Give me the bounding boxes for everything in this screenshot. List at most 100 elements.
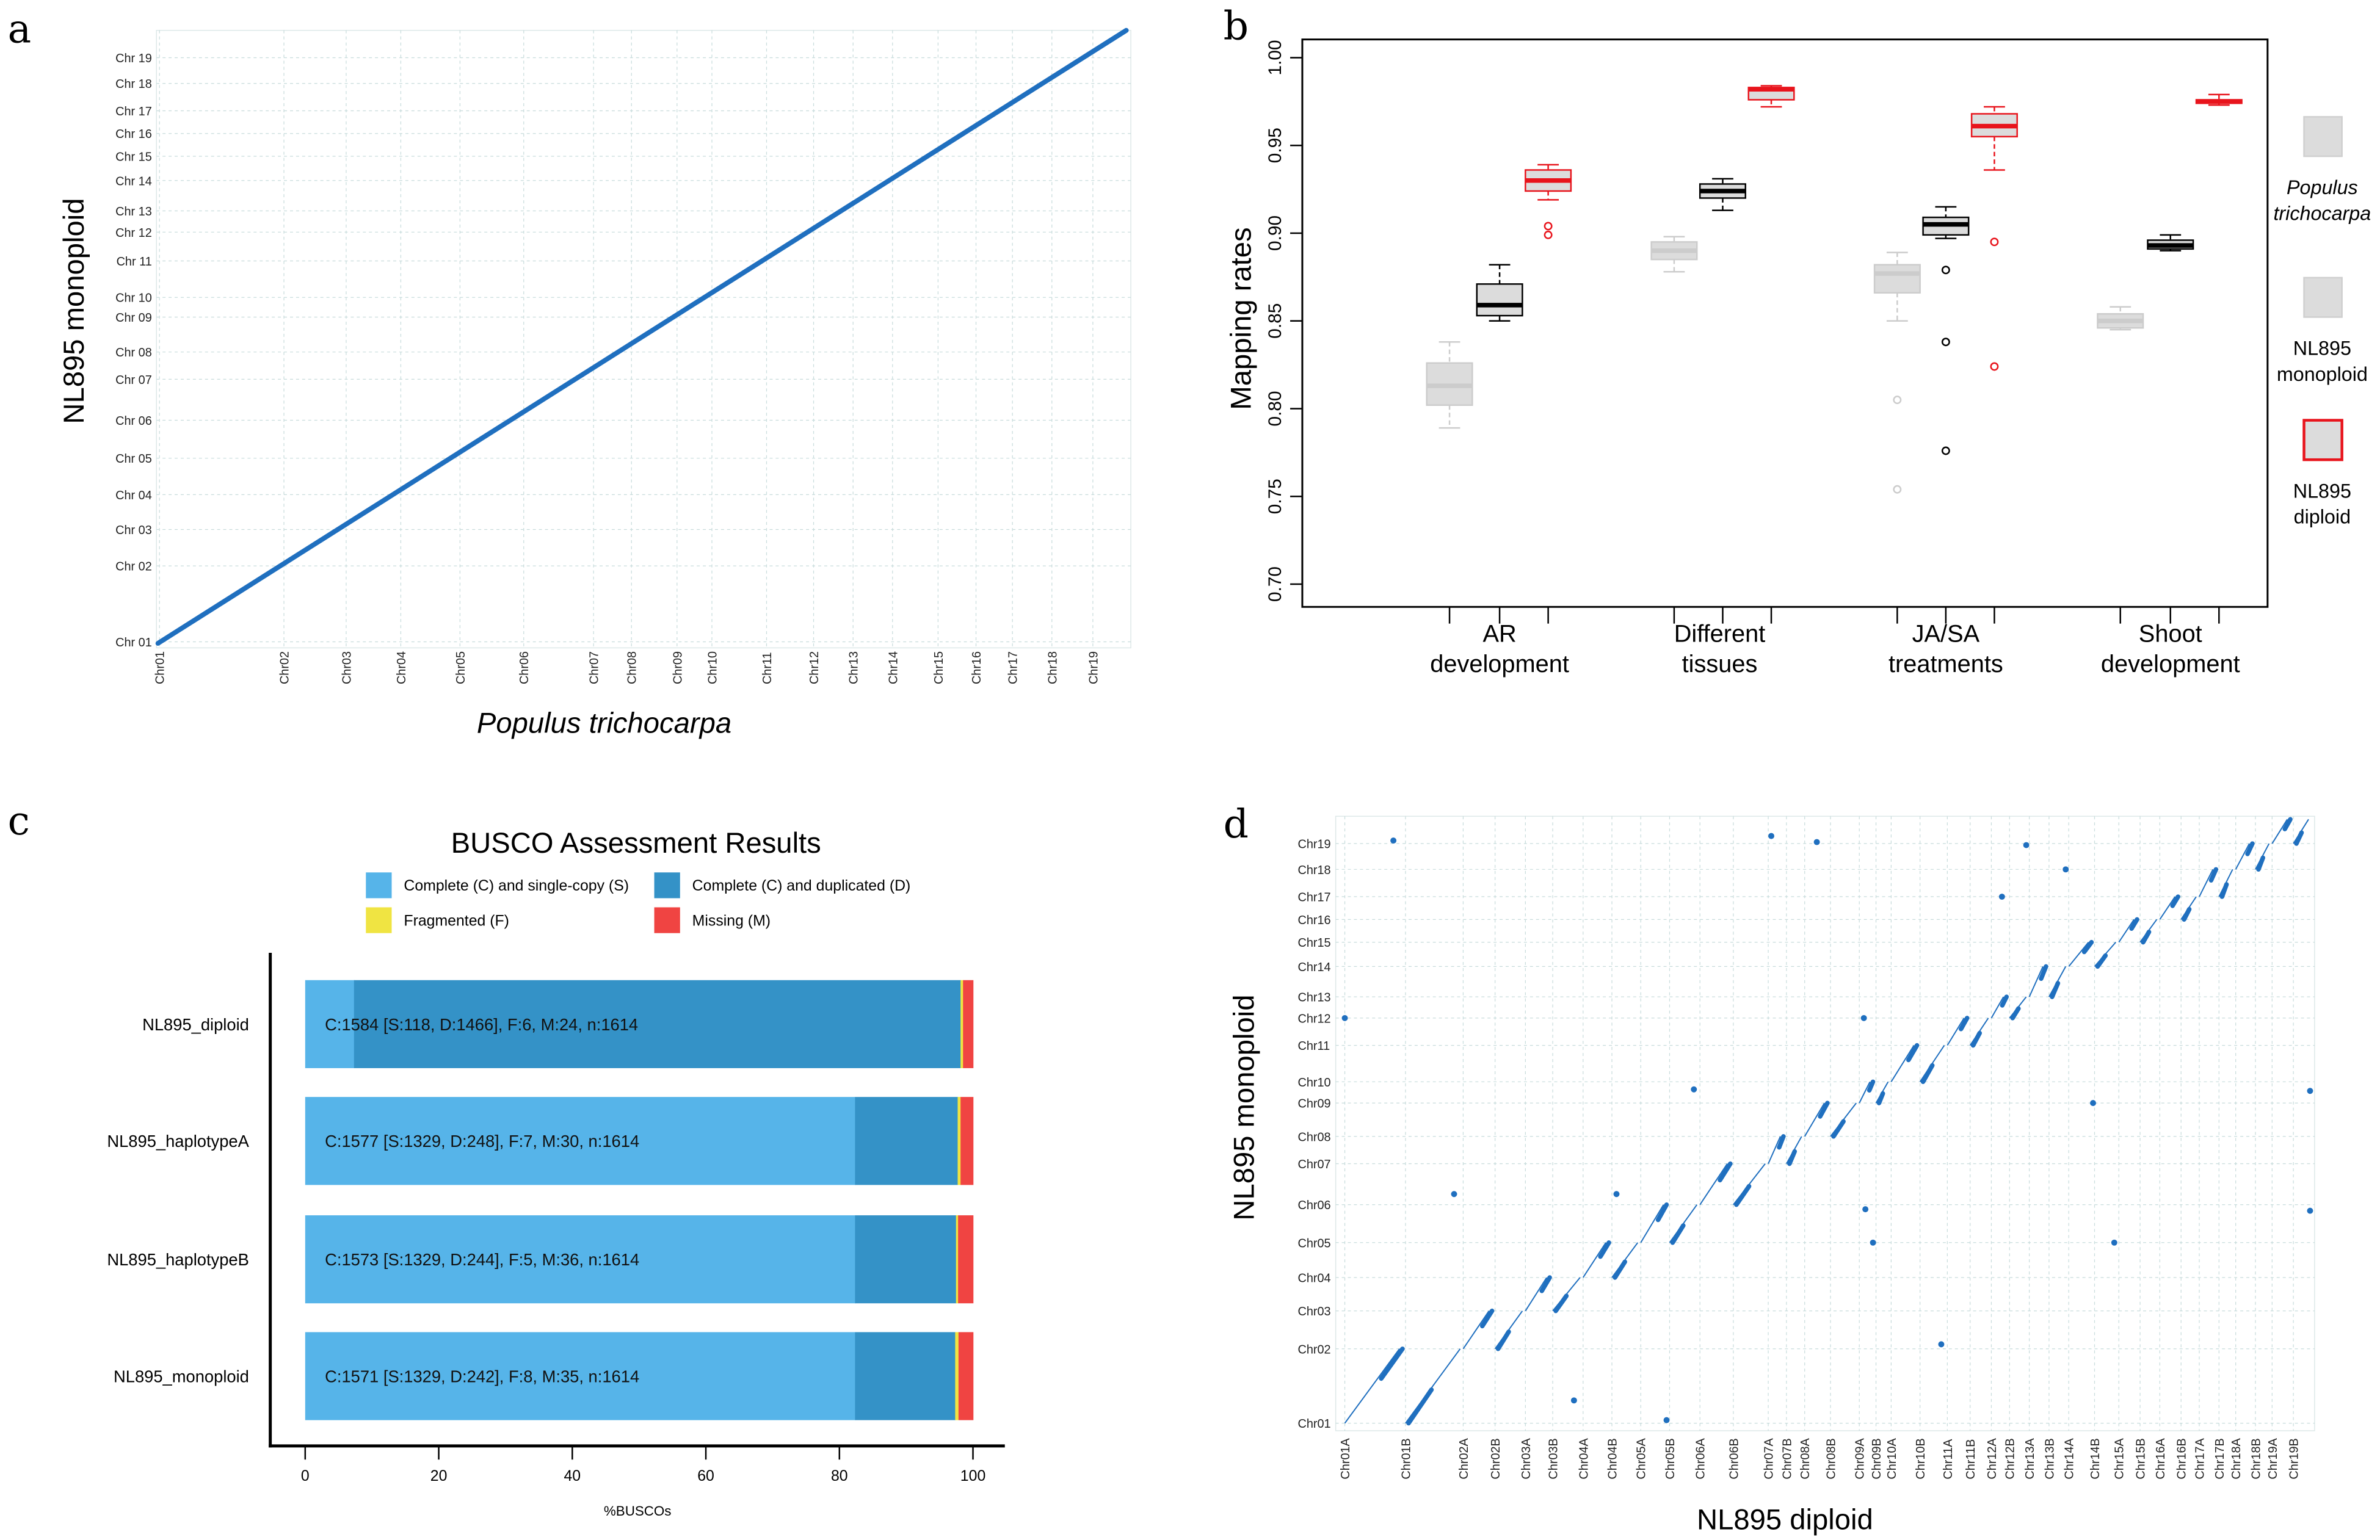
synteny-block-A xyxy=(2282,817,2293,831)
x-category-label: tissues xyxy=(1682,651,1758,678)
synteny-block-B xyxy=(1670,1223,1686,1245)
x-tick-label: Chr17 xyxy=(1007,651,1020,684)
x-tick-label: Chr07B xyxy=(1780,1438,1794,1479)
y-tick-label: Chr 16 xyxy=(115,128,152,141)
box-2-0 xyxy=(1525,164,1572,239)
y-tick-label: Chr18 xyxy=(1297,864,1330,877)
outlier-point xyxy=(1451,1191,1457,1198)
x-tick-label: Chr06B xyxy=(1727,1438,1741,1479)
x-tick-label: Chr16A xyxy=(2154,1437,2168,1479)
synteny-line-A xyxy=(1640,1204,1664,1243)
legend-label: monoploid xyxy=(2277,363,2368,385)
x-tick-label: Chr01B xyxy=(1399,1438,1413,1479)
y-tick-label: Chr 09 xyxy=(115,311,152,325)
x-tick-label: Chr10 xyxy=(706,651,719,684)
y-axis-label: NL895 monoploid xyxy=(58,198,90,424)
bar-segment-M xyxy=(960,1097,974,1185)
outlier-point xyxy=(1862,1206,1869,1213)
y-tick-label: Chr 14 xyxy=(115,175,152,188)
synteny-block-A xyxy=(1718,1161,1733,1183)
y-tick-label: Chr 01 xyxy=(115,636,152,649)
synteny-block-A xyxy=(2039,964,2048,981)
synteny-line-A xyxy=(2118,919,2135,943)
bar-segment-S xyxy=(305,1215,856,1304)
legend-label: Complete (C) and duplicated (D) xyxy=(692,878,911,894)
x-tick-label: Chr16B xyxy=(2175,1438,2189,1479)
outlier-point xyxy=(1663,1417,1670,1423)
legend-label: diploid xyxy=(2294,506,2351,528)
box-0-1 xyxy=(1650,236,1698,273)
x-tick-label: Chr09 xyxy=(671,651,684,684)
y-tick-label: Chr04 xyxy=(1297,1271,1330,1285)
synteny-line-A xyxy=(1699,1163,1728,1206)
synteny-line-A xyxy=(2271,819,2288,844)
outlier-point xyxy=(1613,1191,1620,1198)
box-iqr xyxy=(1873,264,1921,294)
y-tick-label: Chr01 xyxy=(1297,1417,1330,1431)
y-tick-label: Chr 08 xyxy=(115,346,152,360)
x-category-label: development xyxy=(1430,651,1569,678)
y-tick-label: Chr 13 xyxy=(115,205,152,219)
x-tick-label: Chr19B xyxy=(2288,1438,2301,1479)
box-1-3 xyxy=(2147,234,2194,251)
y-tick-label: Chr03 xyxy=(1297,1305,1330,1318)
legend-swatch xyxy=(654,872,680,898)
outlier-point xyxy=(1990,237,1999,247)
synteny-line-A xyxy=(1890,1045,1915,1082)
y-tick-label: 1.00 xyxy=(1265,40,1285,75)
outlier-point xyxy=(2023,842,2030,848)
synteny-block-B xyxy=(1613,1259,1628,1280)
panel-a-dotplot: Chr01 Chr02 Chr03 Chr04 Chr05 Chr06 Chr07 Chr08… xyxy=(58,27,1131,740)
bar-segment-S xyxy=(305,980,355,1068)
category-label: NL895_haplotypeB xyxy=(107,1250,249,1269)
y-tick-label: Chr10 xyxy=(1297,1076,1330,1090)
bar-segment-F xyxy=(957,1097,961,1185)
plot-frame xyxy=(1335,815,2315,1431)
synteny-block-B xyxy=(1876,1091,1885,1105)
bar-label: C:1573 [S:1329, D:244], F:5, M:36, n:161… xyxy=(325,1250,639,1269)
synteny-diagonal xyxy=(155,27,1129,646)
legend-label: Populus xyxy=(2287,176,2358,198)
x-tick-label: Chr09B xyxy=(1870,1438,1884,1479)
outlier-point xyxy=(1893,485,1902,494)
bar-segment-S xyxy=(305,1332,856,1420)
synteny-line-A xyxy=(1462,1310,1490,1350)
y-tick-label: Chr19 xyxy=(1297,838,1330,851)
x-tick-label: Chr03 xyxy=(340,651,354,684)
synteny-line-A xyxy=(1946,1018,1965,1046)
y-axis-label: NL895 monoploid xyxy=(1228,994,1260,1220)
x-tick-label: Chr11A xyxy=(1942,1439,1955,1480)
outlier-point xyxy=(1544,222,1553,231)
legend-swatch xyxy=(2302,419,2343,461)
synteny-block-B xyxy=(2256,855,2266,872)
bar-segment-M xyxy=(958,1215,974,1304)
x-axis-label: NL895 diploid xyxy=(1697,1504,1873,1536)
y-tick-label: Chr09 xyxy=(1297,1097,1330,1111)
x-tick-label: Chr01 xyxy=(154,651,167,684)
y-tick-label: Chr 06 xyxy=(115,414,152,428)
synteny-block-A xyxy=(1818,1101,1830,1119)
bar-label: C:1577 [S:1329, D:248], F:7, M:30, n:161… xyxy=(325,1132,639,1151)
x-tick-label: Chr01A xyxy=(1339,1437,1352,1479)
bar-segment-F xyxy=(956,1215,959,1304)
synteny-block-B xyxy=(1406,1387,1434,1426)
synteny-block-B xyxy=(2182,906,2192,922)
x-tick-label: Chr10A xyxy=(1885,1437,1899,1479)
x-tick-label: Chr16 xyxy=(970,651,984,684)
x-category-label: Different xyxy=(1674,620,1766,647)
synteny-block-B xyxy=(1831,1119,1846,1139)
synteny-line-A xyxy=(2068,942,2089,967)
y-tick-label: Chr13 xyxy=(1297,991,1330,1005)
y-tick-label: Chr 05 xyxy=(115,452,152,466)
bar-segment-M xyxy=(963,980,974,1068)
x-tick-label: Chr19A xyxy=(2266,1437,2280,1479)
y-tick-label: 0.80 xyxy=(1265,391,1285,426)
y-tick-label: Chr12 xyxy=(1297,1012,1330,1025)
synteny-block-B xyxy=(2095,953,2108,969)
y-tick-label: Chr 10 xyxy=(115,292,152,305)
plot-frame xyxy=(1301,38,2269,608)
synteny-block-B xyxy=(1970,1030,1983,1048)
x-tick-label: Chr13A xyxy=(2023,1437,2037,1479)
panel-d-dotplot: Chr01A Chr01B Chr02A Chr02B Chr03A Chr03B Chr0… xyxy=(1228,815,2315,1536)
